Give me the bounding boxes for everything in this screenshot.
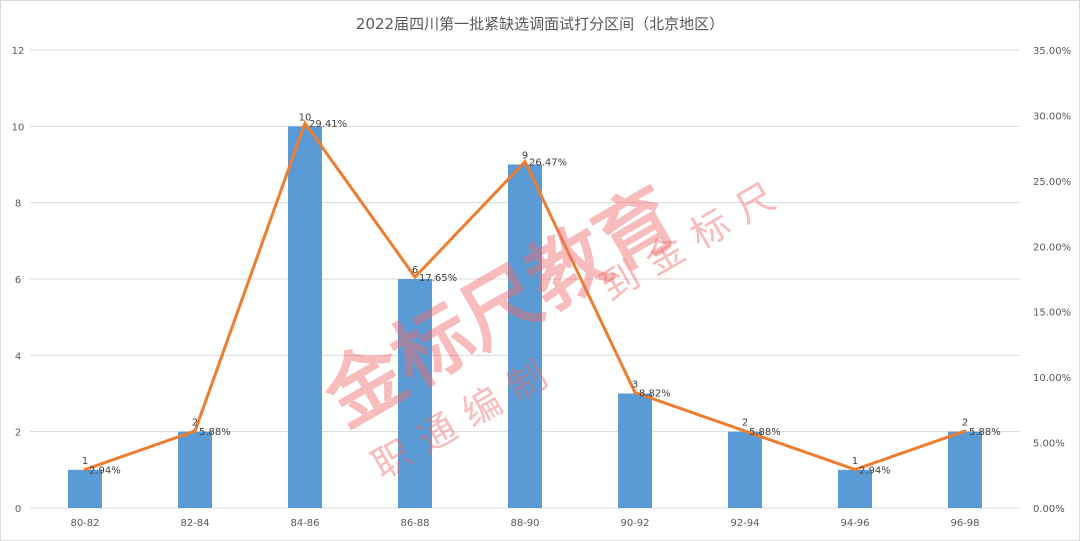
bar (398, 279, 432, 508)
line-point (193, 429, 197, 433)
bar (288, 126, 322, 508)
bar (178, 431, 212, 508)
bar-value-label: 9 (522, 151, 528, 162)
line-value-label: 26.47% (529, 158, 567, 169)
left-axis-tick-label: 8 (15, 199, 21, 210)
line-point (303, 121, 307, 125)
right-axis-tick-label: 35.00% (1033, 46, 1071, 57)
line-series (83, 119, 967, 472)
right-axis-tick-label: 30.00% (1033, 111, 1071, 122)
bar (508, 164, 542, 508)
x-axis-tick-label: 82-84 (180, 518, 209, 529)
x-axis-ticks: 80-82 82-84 84-86 86-88 88-90 90-92 92-94 94-96… (70, 518, 979, 529)
bar-value-label: 2 (192, 418, 198, 429)
bar-value-label: 3 (632, 380, 638, 391)
line-point (413, 275, 417, 279)
line-value-label: 8.82% (639, 389, 671, 400)
x-axis-tick-label: 80-82 (70, 518, 99, 529)
line-point (743, 429, 747, 433)
bar-value-label: 10 (299, 112, 312, 123)
right-axis-tick-label: 10.00% (1033, 373, 1071, 384)
line-point (83, 468, 87, 472)
right-axis-tick-label: 5.00% (1033, 439, 1065, 450)
left-axis-tick-label: 2 (15, 428, 21, 439)
line-value-label: 17.65% (419, 273, 457, 284)
x-axis-tick-label: 86-88 (400, 518, 429, 529)
bar-value-label: 6 (412, 265, 418, 276)
bar (68, 469, 102, 508)
left-axis-tick-label: 0 (15, 504, 21, 515)
right-axis-tick-label: 0.00% (1033, 504, 1065, 515)
line-point (633, 391, 637, 395)
bar (728, 431, 762, 508)
right-axis-tick-label: 20.00% (1033, 242, 1071, 253)
x-axis-tick-label: 92-94 (730, 518, 759, 529)
bar-value-label: 2 (742, 418, 748, 429)
x-axis-tick-label: 88-90 (510, 518, 539, 529)
x-axis-tick-label: 90-92 (620, 518, 649, 529)
right-axis-tick-label: 25.00% (1033, 177, 1071, 188)
line-value-label: 5.88% (199, 427, 231, 438)
line-point (523, 160, 527, 164)
bar (948, 431, 982, 508)
bar (838, 469, 872, 508)
line-point (853, 468, 857, 472)
chart-title: 2022届四川第一批紧缺选调面试打分区间（北京地区） (356, 15, 724, 33)
left-axis-tick-label: 4 (15, 351, 21, 362)
x-axis-tick-label: 94-96 (840, 518, 869, 529)
line-value-label: 5.88% (969, 427, 1001, 438)
x-axis-tick-label: 84-86 (290, 518, 319, 529)
line-point (963, 429, 967, 433)
line-value-label: 5.88% (749, 427, 781, 438)
bar (618, 393, 652, 508)
line-value-label: 29.41% (309, 119, 347, 130)
left-axis-tick-label: 6 (15, 275, 21, 286)
left-axis-tick-label: 12 (12, 46, 25, 57)
line-value-label: 2.94% (89, 466, 121, 477)
right-axis-tick-label: 15.00% (1033, 308, 1071, 319)
right-axis-ticks: 0.00% 5.00% 10.00% 15.00% 20.00% 25.00% 30.00%… (1033, 46, 1071, 515)
line-value-label: 2.94% (859, 466, 891, 477)
left-axis-ticks: 0 2 4 6 8 10 12 (12, 46, 25, 515)
bar-value-label: 1 (852, 456, 858, 467)
bar-value-label: 2 (962, 418, 968, 429)
data-labels: 1 2 10 6 9 3 2 1 2 2.94% 5.88% 29.41% 17.65% 26.47% 8.… (82, 112, 1001, 476)
bar-series (68, 126, 982, 508)
left-axis-tick-label: 10 (12, 122, 25, 133)
x-axis-tick-label: 96-98 (950, 518, 979, 529)
bar-value-label: 1 (82, 456, 88, 467)
